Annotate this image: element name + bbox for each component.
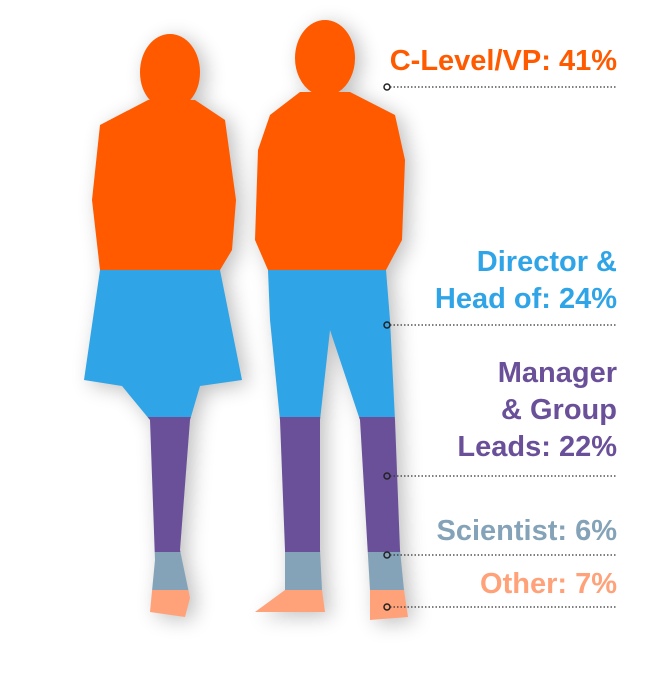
label-manager: Manager & Group Leads: 22% [457, 357, 617, 463]
band-c-level-vp [84, 20, 408, 270]
label-director: Director & Head of: 24% [434, 246, 617, 315]
marker-manager-group-leads [383, 472, 391, 480]
marker-other [383, 603, 391, 611]
marker-c-level-vp [383, 83, 391, 91]
marker-director-head-of [383, 321, 391, 329]
label-scientist: Scientist: 6% [436, 515, 618, 547]
marker-scientist [383, 551, 391, 559]
label-other: Other: 7% [480, 568, 617, 600]
label-c-level: C-Level/VP: 41% [389, 45, 617, 77]
